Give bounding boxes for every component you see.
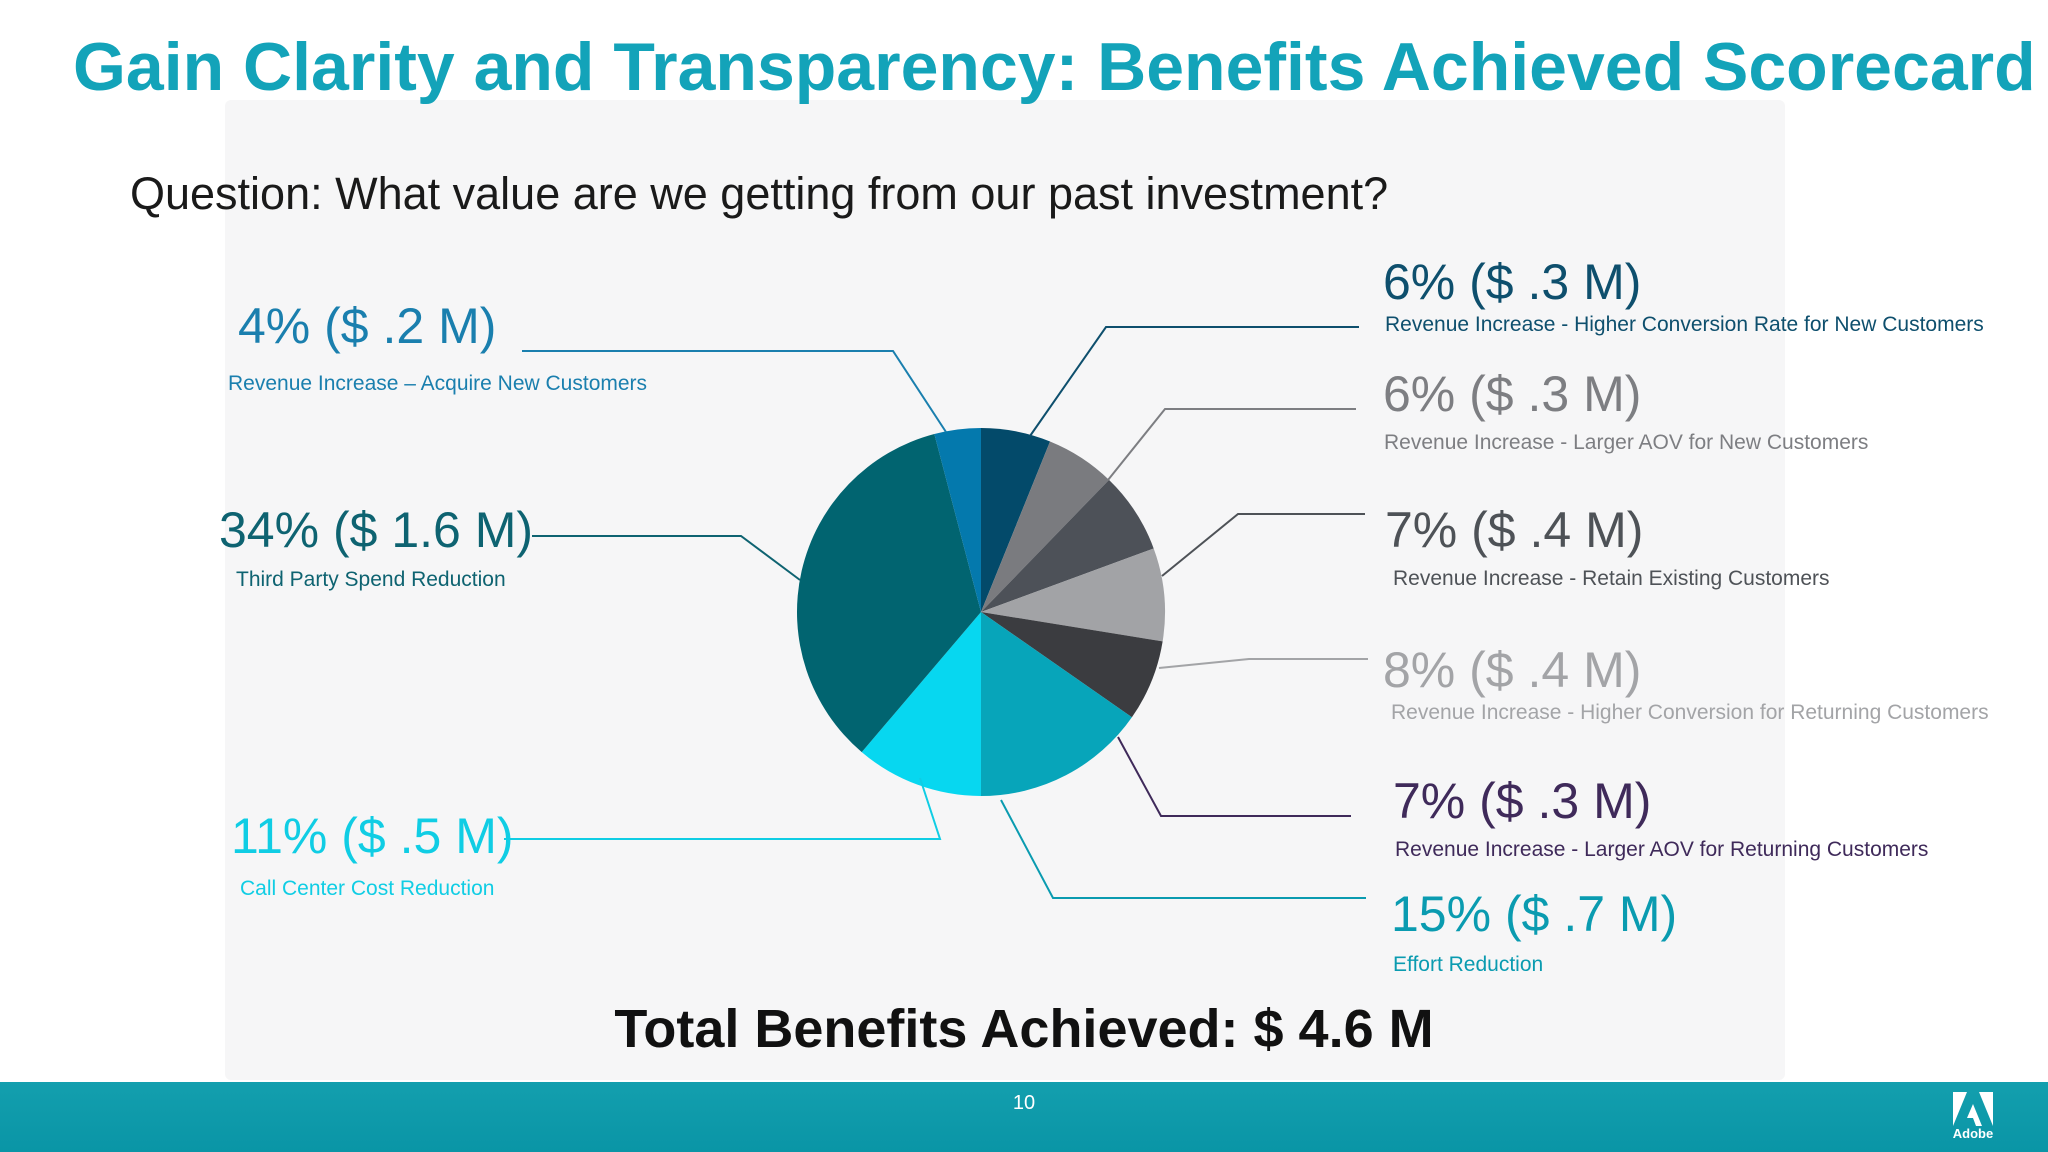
leader-line-conv-ret [1158, 658, 1368, 669]
label-aov-ret: 7% ($ .3 M) Revenue Increase - Larger AO… [1393, 771, 1928, 863]
leader-line-conv-new [1029, 326, 1359, 437]
slide-title: Gain Clarity and Transparency: Benefits … [73, 29, 2036, 105]
label-effort-desc: Effort Reduction [1393, 953, 1544, 976]
label-aov-new: 6% ($ .3 M) Revenue Increase - Larger AO… [1383, 364, 1868, 456]
label-conv-new-value: 6% ($ .3 M) [1383, 254, 1642, 310]
label-acquire-new-value: 4% ($ .2 M) [238, 298, 497, 354]
pie-slice-retain [981, 479, 1154, 612]
pie-slice-third-party [797, 434, 981, 753]
label-retain-desc: Revenue Increase - Retain Existing Custo… [1393, 567, 1830, 590]
pie-slice-aov-ret [981, 612, 1163, 718]
label-aov-new-value: 6% ($ .3 M) [1383, 366, 1642, 422]
label-aov-ret-desc: Revenue Increase - Larger AOV for Return… [1395, 838, 1929, 861]
label-aov-new-desc: Revenue Increase - Larger AOV for New Cu… [1384, 431, 1869, 454]
label-third-party: 34% ($ 1.6 M) Third Party Spend Reductio… [219, 500, 533, 593]
adobe-logo-text: Adobe [1952, 1126, 1994, 1141]
leader-line-third-party [532, 535, 801, 581]
pie-slice-call-center [861, 612, 981, 797]
pie-slice-acquire-new [934, 428, 981, 612]
leader-line-aov-ret [1117, 736, 1351, 817]
label-effort: 15% ($ .7 M) Effort Reduction [1391, 884, 1677, 978]
label-retain-value: 7% ($ .4 M) [1385, 502, 1644, 558]
leader-line-aov-new [1107, 408, 1356, 481]
label-third-party-desc: Third Party Spend Reduction [236, 568, 506, 591]
leader-line-retain [1161, 513, 1365, 577]
label-call-center: 11% ($ .5 M) Call Center Cost Reduction [231, 806, 514, 902]
leader-line-acquire-new [522, 350, 947, 433]
pie-slice-effort [981, 612, 1132, 796]
adobe-logo-icon [1953, 1092, 1993, 1126]
total-benefits: Total Benefits Achieved: $ 4.6 M [614, 999, 1434, 1059]
label-conv-new-desc: Revenue Increase - Higher Conversion Rat… [1385, 313, 1984, 336]
label-conv-ret-value: 8% ($ .4 M) [1383, 642, 1642, 698]
leader-line-effort [1000, 799, 1366, 899]
label-aov-ret-value: 7% ($ .3 M) [1393, 773, 1652, 829]
footer-bar [0, 1082, 2048, 1152]
page-number: 10 [1012, 1092, 1036, 1114]
label-acquire-new: 4% ($ .2 M) Revenue Increase – Acquire N… [228, 296, 647, 397]
adobe-logo: Adobe [1948, 1092, 1998, 1148]
label-effort-value: 15% ($ .7 M) [1391, 886, 1678, 942]
pie-slice-aov-new [981, 441, 1110, 612]
pie-slice-conv-new [981, 428, 1051, 612]
label-call-center-value: 11% ($ .5 M) [231, 808, 514, 864]
pie-slice-conv-ret [981, 548, 1166, 642]
leader-line-call-center [504, 777, 942, 840]
label-retain: 7% ($ .4 M) Revenue Increase - Retain Ex… [1385, 500, 1830, 592]
question-text: Question: What value are we getting from… [130, 168, 1389, 219]
label-call-center-desc: Call Center Cost Reduction [240, 877, 495, 900]
label-conv-new: 6% ($ .3 M) Revenue Increase - Higher Co… [1383, 252, 1984, 338]
label-conv-ret: 8% ($ .4 M) Revenue Increase - Higher Co… [1383, 640, 1989, 726]
label-third-party-value: 34% ($ 1.6 M) [219, 502, 534, 558]
label-conv-ret-desc: Revenue Increase - Higher Conversion for… [1391, 701, 1989, 724]
label-acquire-new-desc: Revenue Increase – Acquire New Customers [228, 372, 648, 395]
